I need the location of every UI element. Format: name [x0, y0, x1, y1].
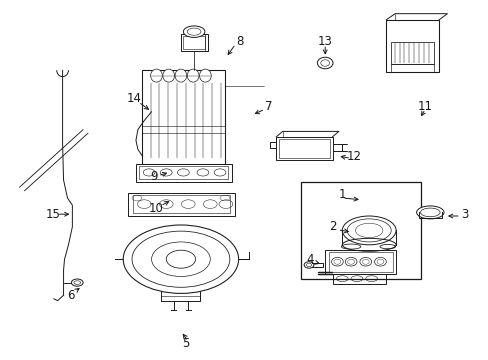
Bar — [183, 36, 205, 49]
Bar — [390, 64, 433, 72]
Bar — [325, 250, 395, 274]
Bar — [128, 193, 234, 216]
Ellipse shape — [199, 69, 211, 82]
Ellipse shape — [342, 216, 395, 245]
Ellipse shape — [416, 206, 443, 219]
Bar — [181, 34, 207, 51]
Text: 6: 6 — [67, 289, 75, 302]
Text: 2: 2 — [328, 220, 336, 233]
Bar — [279, 139, 329, 158]
Bar — [136, 164, 231, 182]
Text: 11: 11 — [417, 100, 432, 113]
Text: 5: 5 — [182, 337, 189, 350]
Text: 8: 8 — [235, 35, 243, 48]
Text: 7: 7 — [264, 100, 272, 113]
Text: 3: 3 — [460, 208, 468, 221]
Bar — [328, 252, 392, 272]
Ellipse shape — [123, 225, 238, 293]
Ellipse shape — [183, 26, 204, 37]
Ellipse shape — [150, 69, 162, 82]
Bar — [276, 137, 332, 160]
Text: 12: 12 — [346, 150, 361, 163]
Text: 14: 14 — [127, 93, 142, 105]
Text: 1: 1 — [338, 188, 346, 201]
Bar — [139, 166, 228, 179]
Bar — [332, 274, 386, 284]
Bar — [142, 70, 224, 164]
Ellipse shape — [187, 69, 199, 82]
Bar — [390, 42, 433, 64]
Ellipse shape — [175, 69, 186, 82]
Bar — [300, 182, 420, 279]
Text: 4: 4 — [306, 253, 314, 266]
Text: 10: 10 — [149, 202, 163, 215]
Text: 13: 13 — [317, 35, 332, 48]
Bar — [386, 20, 438, 72]
Ellipse shape — [163, 69, 174, 82]
Bar — [133, 195, 229, 213]
Text: 15: 15 — [45, 208, 60, 221]
Text: 9: 9 — [150, 170, 158, 183]
